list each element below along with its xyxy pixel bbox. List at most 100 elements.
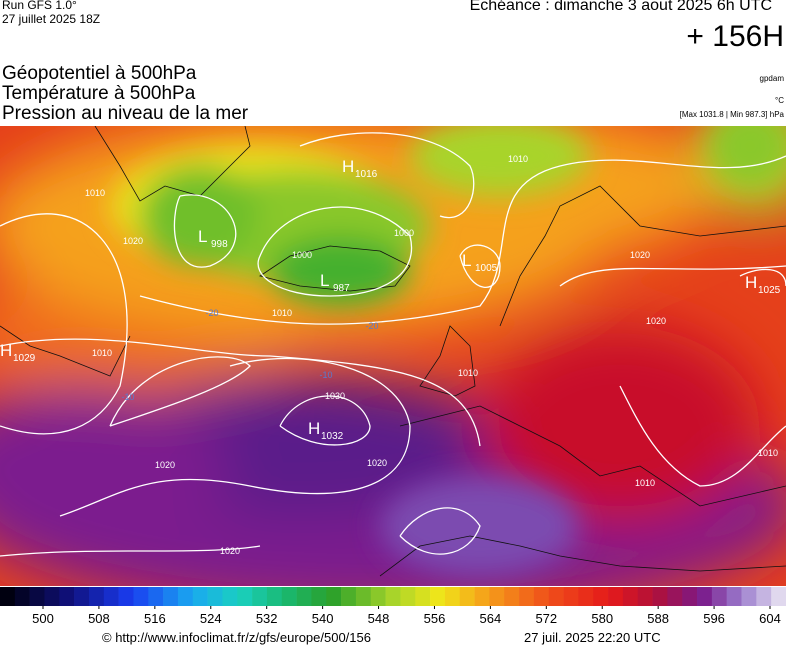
colorbar-cell [504,587,520,606]
colorbar-label: 548 [368,611,390,626]
colorbar-cell [519,587,535,606]
colorbar-cell [370,587,386,606]
colorbar-cell [711,587,727,606]
colorbar-cell [652,587,668,606]
pressure-center: L 987 [320,271,350,294]
center-type: L [462,251,471,270]
colorbar-label: 508 [88,611,110,626]
colorbar-cell [400,587,416,606]
center-value: 1016 [355,169,378,180]
isobar-label: 1010 [272,308,292,318]
pressure-center: L 1005 [462,251,498,274]
temperature-label: -20 [205,308,218,318]
colorbar-cell [741,587,757,606]
colorbar-cell [533,587,550,606]
temperature-label: -20 [365,321,378,331]
isobar-label: 1010 [92,348,112,358]
center-type: H [342,157,354,176]
colorbar-cell [74,587,90,606]
unit: gpdam [759,74,784,83]
center-type: L [320,271,329,290]
center-value: 1032 [321,431,344,442]
colorbar-cell [163,587,179,606]
colorbar-cell [637,587,653,606]
isobar-label: 1010 [458,368,478,378]
colorbar-cell [192,587,208,606]
isobar-label: 1000 [292,250,312,260]
source-url: © http://www.infoclimat.fr/z/gfs/europe/… [102,630,371,645]
colorbar-label: 524 [200,611,222,626]
center-value: 1029 [13,353,36,364]
colorbar-cell [222,587,238,606]
center-type: L [198,227,207,246]
pressure-center: H 1032 [308,419,344,442]
isobar-label: 1020 [367,458,387,468]
timestamp: 27 juil. 2025 22:20 UTC [524,630,661,645]
isobar-label: 1000 [394,228,414,238]
temperature-label: -10 [121,392,134,402]
colorbar-cell [281,587,297,606]
title: Géopotentiel à 500hPa [2,63,197,84]
colorbar-cell [326,587,342,606]
colorbar-label: 540 [312,611,334,626]
colorbar-cell [14,587,30,606]
colorbar-cell [593,587,609,606]
colorbar-cell [608,587,624,606]
colorbar-cell [148,587,164,606]
colorbar-label: 604 [759,611,781,626]
colorbar-cell [756,587,772,606]
isobar-label: 1020 [630,250,650,260]
run-label: Run GFS 1.0° [2,0,77,12]
title: Température à 500hPa [2,83,196,104]
colorbar-label: 500 [32,611,54,626]
colorbar-cell [667,587,683,606]
colorbar-cell [118,587,134,606]
colorbar-label: 572 [535,611,557,626]
colorbar-cell [489,587,505,606]
isobars [0,132,786,557]
colorbar-cell [266,587,283,606]
colorbar-cell [296,587,312,606]
colorbar-cell [59,587,75,606]
colorbar-cell [697,587,713,606]
isobar-label: 1020 [220,546,240,556]
colorbar-cell [430,587,446,606]
colorbar-cell [563,587,579,606]
colorbar-cell [474,587,490,606]
center-type: H [745,273,757,292]
colorbar-cell [385,587,401,606]
colorbar-label: 564 [480,611,502,626]
colorbar-cell [103,587,119,606]
coastlines [0,126,786,577]
temperature-label: -10 [319,370,332,380]
colorbar-cell [207,587,223,606]
isobar-label: 1010 [508,154,528,164]
colorbar-label: 556 [424,611,446,626]
colorbar-cell [771,587,786,606]
colorbar-label: 580 [591,611,613,626]
colorbar-cell [88,587,105,606]
colorbar-cell [415,587,431,606]
center-type: H [308,419,320,438]
pressure-center: L 998 [198,227,228,250]
colorbar-cell [252,587,268,606]
center-type: H [0,341,12,360]
unit: °C [775,96,784,105]
colorbar-label: 532 [256,611,278,626]
colorbar-cell [44,587,60,606]
colorbar-cell [355,587,372,606]
lead-time: + 156H [686,20,784,53]
colorbar-cell [682,587,698,606]
isobar-label: 1010 [758,448,778,458]
colorbar-cell [341,587,357,606]
colorbar-label: 596 [703,611,725,626]
center-value: 1025 [758,285,781,296]
isobar-label: 1020 [646,316,666,326]
colorbar-cell [726,587,742,606]
isobar-label: 1010 [635,478,655,488]
colorbar-cell [177,587,194,606]
isobar-label: 1010 [85,188,105,198]
isobar-label: 1030 [325,391,345,401]
